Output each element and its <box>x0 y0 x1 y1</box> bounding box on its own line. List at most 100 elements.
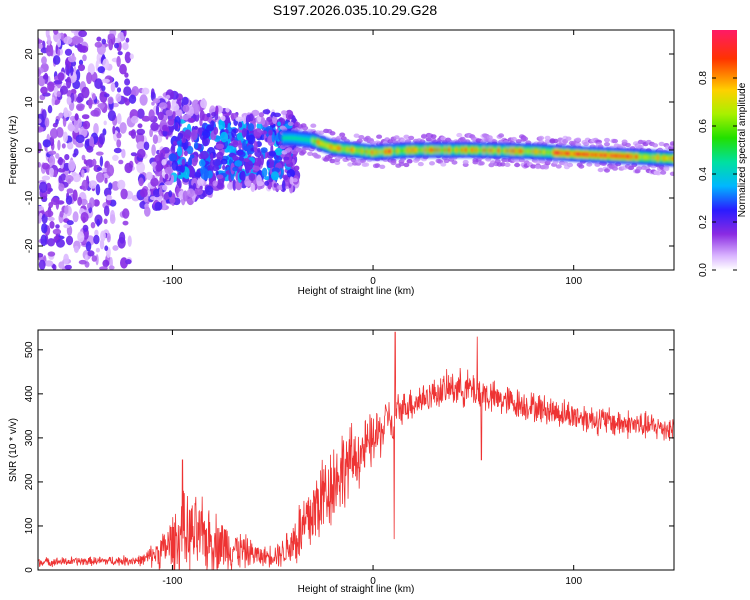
spectrogram-blob <box>63 107 69 118</box>
spectrogram-blob <box>226 145 234 153</box>
spectrogram-blob <box>81 179 89 191</box>
spectrogram-blob <box>85 159 95 168</box>
spectrogram-blob <box>247 123 255 132</box>
colorbar-tick-label: 0.6 <box>698 119 709 133</box>
spectrogram-blob <box>76 103 85 112</box>
spectrogram-ridge-core <box>660 155 664 161</box>
spectrogram-blob <box>193 103 200 116</box>
spectrogram-blob <box>199 110 205 121</box>
spectrogram-ridge-core <box>670 156 673 161</box>
spectrogram-blob <box>123 86 132 96</box>
spectrogram-blob <box>183 150 188 157</box>
spectrogram-ridge-core <box>561 150 564 156</box>
spectrogram-halo <box>440 136 447 141</box>
spectrogram-blob <box>120 188 128 200</box>
spectrogram-halo <box>544 135 551 141</box>
spectrogram-ridge-core <box>421 147 424 153</box>
spectrogram-ridge-core <box>315 139 318 144</box>
spectrogram-ridge-core <box>446 147 449 153</box>
spectrogram-blob <box>97 66 106 74</box>
spectrogram-ridge-core <box>541 149 544 155</box>
spectrogram-ridge-core <box>468 147 471 153</box>
spectrogram-blob <box>253 157 261 166</box>
spectrogram-blob <box>159 187 163 197</box>
spectrogram-ridge-core <box>298 136 301 141</box>
spectrogram-ridge-core <box>607 153 611 158</box>
spectrogram-blob <box>171 160 178 171</box>
spectrogram-blob <box>107 96 114 105</box>
spectrogram-ridge-core <box>594 152 597 158</box>
spectrogram-ridge-core <box>577 151 581 157</box>
spectrogram-ridge-core <box>580 152 583 157</box>
spectrogram-halo <box>669 141 674 146</box>
spectrogram-ridge-core <box>281 135 284 141</box>
spectrogram-blob <box>253 140 258 153</box>
spectrogram-ridge-core <box>370 150 374 155</box>
spectrogram-ridge-core <box>645 155 648 160</box>
spectrogram-ridge-core <box>284 135 287 141</box>
spectrogram-blob <box>199 150 209 160</box>
spectrogram-blob <box>47 216 55 222</box>
spectrogram-blob <box>41 56 47 65</box>
spectrogram-blob <box>49 127 59 139</box>
spectrogram-ridge-core <box>293 136 297 141</box>
spectrogram-blob <box>38 259 46 270</box>
spectrogram-blob <box>268 151 277 157</box>
spectrogram-ridge-core <box>630 154 634 159</box>
spectrogram-ridge-core <box>484 148 487 153</box>
spectrogram-ridge-core <box>304 137 307 142</box>
spectrogram-halo <box>543 165 549 170</box>
spectrogram-blob <box>112 125 116 135</box>
spectrogram-blob <box>124 162 133 174</box>
spectrogram-ridge-core <box>647 155 650 160</box>
spectrogram-ridge-core <box>417 147 420 153</box>
spectrogram-blob <box>215 170 219 176</box>
spectrogram-ridge-core <box>445 147 448 153</box>
spectrogram-blob <box>42 162 50 170</box>
spectrogram-blob <box>73 128 80 133</box>
spectrogram-halo <box>440 162 447 167</box>
spectrogram-halo <box>363 162 370 167</box>
spectrogram-halo <box>403 162 410 168</box>
spectrogram-blob <box>77 231 85 243</box>
spectrogram-blob <box>48 150 57 155</box>
spectrogram-blob <box>281 110 288 115</box>
spectrogram-ridge-core <box>479 148 482 153</box>
spectrogram-ridge-core <box>636 154 640 160</box>
spectrogram-halo <box>451 160 458 165</box>
spectrogram-blob <box>102 259 110 268</box>
spectrogram-blob <box>230 113 234 121</box>
spectrogram-blob <box>60 173 66 181</box>
spectrogram-blob <box>107 33 115 39</box>
spectrogram-ridge-core <box>520 148 523 154</box>
spectrogram-blob <box>220 115 226 122</box>
spectrogram-blob <box>169 197 176 204</box>
spectrogram-ridge-core <box>492 148 495 153</box>
spectrogram-ridge-core <box>499 148 502 153</box>
spectrogram-ridge-core <box>344 146 347 152</box>
spectrogram-blob <box>238 138 242 150</box>
spectrogram-ridge-core <box>546 150 549 155</box>
spectrogram-ridge-core <box>574 151 577 157</box>
spectrogram-ridge-core <box>503 148 506 153</box>
spectrogram-ridge-core <box>376 149 380 155</box>
spectrogram-blob <box>139 188 148 198</box>
spectrogram-ridge-core <box>351 147 354 153</box>
spectrogram-blob <box>145 171 153 181</box>
spectrogram-blob <box>44 117 50 128</box>
spectrogram-ridge-core <box>644 155 647 160</box>
spectrogram-blob <box>197 178 205 186</box>
spectrogram-halo <box>310 123 317 128</box>
spectrogram-ridge-core <box>569 151 572 156</box>
spectrogram-y-tick-label: -10 <box>24 190 35 205</box>
spectrogram-blob <box>70 65 74 76</box>
spectrogram-ridge-core <box>504 148 507 153</box>
spectrogram-blob <box>171 143 176 151</box>
spectrogram-blob <box>283 156 290 161</box>
spectrogram-ridge-core <box>612 153 616 158</box>
spectrogram-ridge-core <box>562 151 565 156</box>
spectrogram-ridge-core <box>457 147 460 153</box>
spectrogram-ridge-core <box>427 147 430 153</box>
spectrogram-halo <box>400 138 407 143</box>
spectrogram-halo <box>628 165 635 171</box>
